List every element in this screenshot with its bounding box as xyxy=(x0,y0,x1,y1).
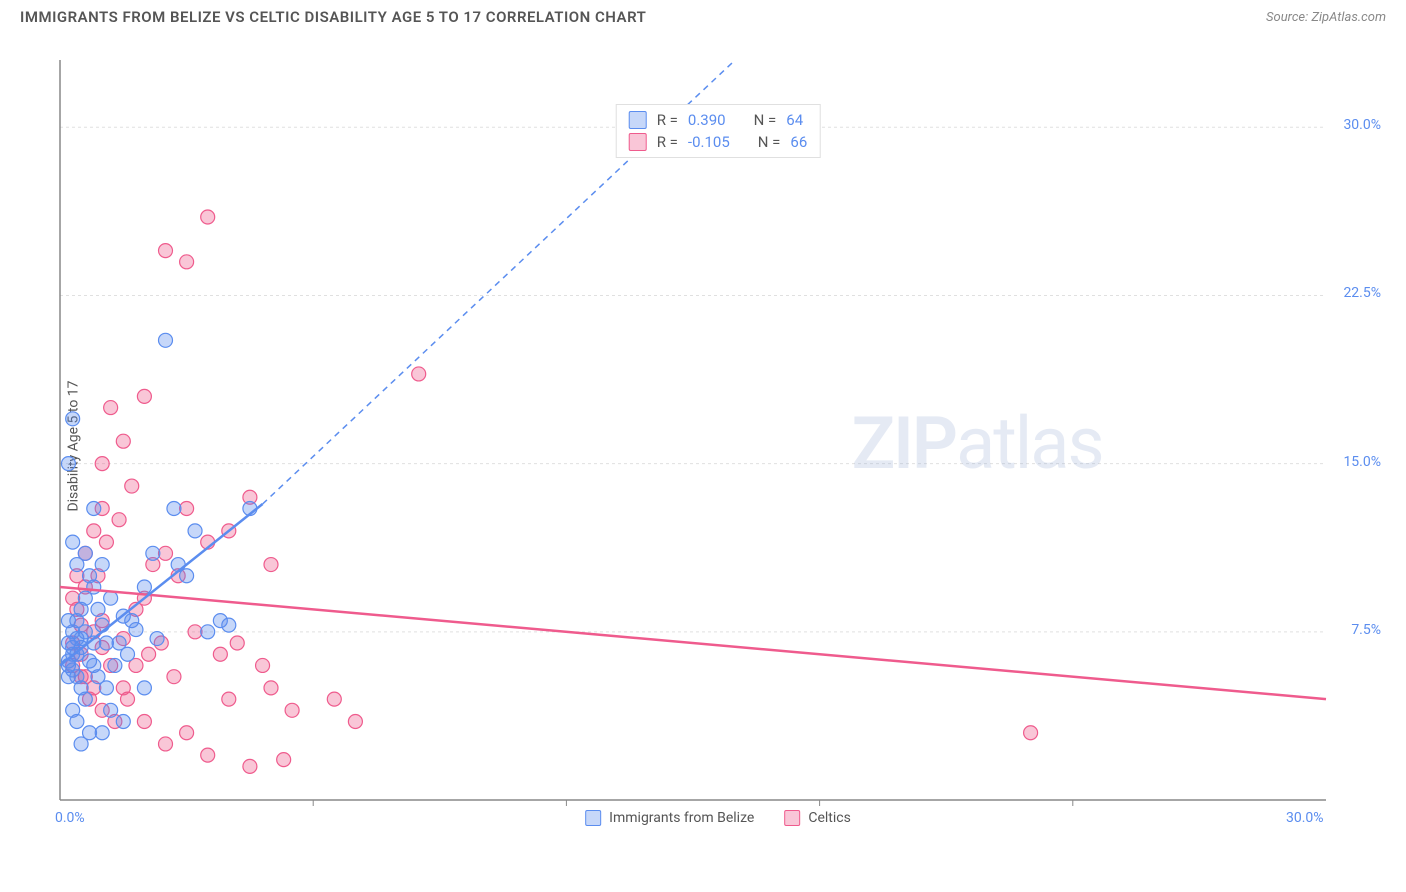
swatch-series2 xyxy=(629,133,647,151)
legend-label-series2: Celtics xyxy=(808,810,850,826)
chart-area: ZIPatlas R = 0.390 N = 64 R = -0.105 N =… xyxy=(50,50,1386,830)
source-text: Source: ZipAtlas.com xyxy=(1266,10,1386,25)
y-tick-label: 22.5% xyxy=(1343,285,1381,301)
n-value-series2: 66 xyxy=(790,133,807,151)
legend-item-series1: Immigrants from Belize xyxy=(585,810,754,826)
legend-label-series1: Immigrants from Belize xyxy=(609,810,754,826)
r-value-series1: 0.390 xyxy=(688,111,726,129)
x-tick-label: 30.0% xyxy=(1286,810,1324,826)
correlation-legend: R = 0.390 N = 64 R = -0.105 N = 66 xyxy=(616,104,821,158)
swatch-series2-icon xyxy=(784,810,800,826)
scatter-plot xyxy=(50,50,1386,830)
legend-row-series1: R = 0.390 N = 64 xyxy=(629,111,808,129)
series-legend: Immigrants from Belize Celtics xyxy=(585,810,851,826)
swatch-series1 xyxy=(629,111,647,129)
x-tick-label: 0.0% xyxy=(55,810,85,826)
n-value-series1: 64 xyxy=(786,111,803,129)
r-value-series2: -0.105 xyxy=(688,133,730,151)
y-tick-label: 30.0% xyxy=(1343,117,1381,133)
chart-title: IMMIGRANTS FROM BELIZE VS CELTIC DISABIL… xyxy=(20,8,646,26)
swatch-series1-icon xyxy=(585,810,601,826)
header: IMMIGRANTS FROM BELIZE VS CELTIC DISABIL… xyxy=(0,0,1406,30)
y-tick-label: 7.5% xyxy=(1351,622,1381,638)
legend-item-series2: Celtics xyxy=(784,810,850,826)
y-tick-label: 15.0% xyxy=(1343,454,1381,470)
legend-row-series2: R = -0.105 N = 66 xyxy=(629,133,808,151)
